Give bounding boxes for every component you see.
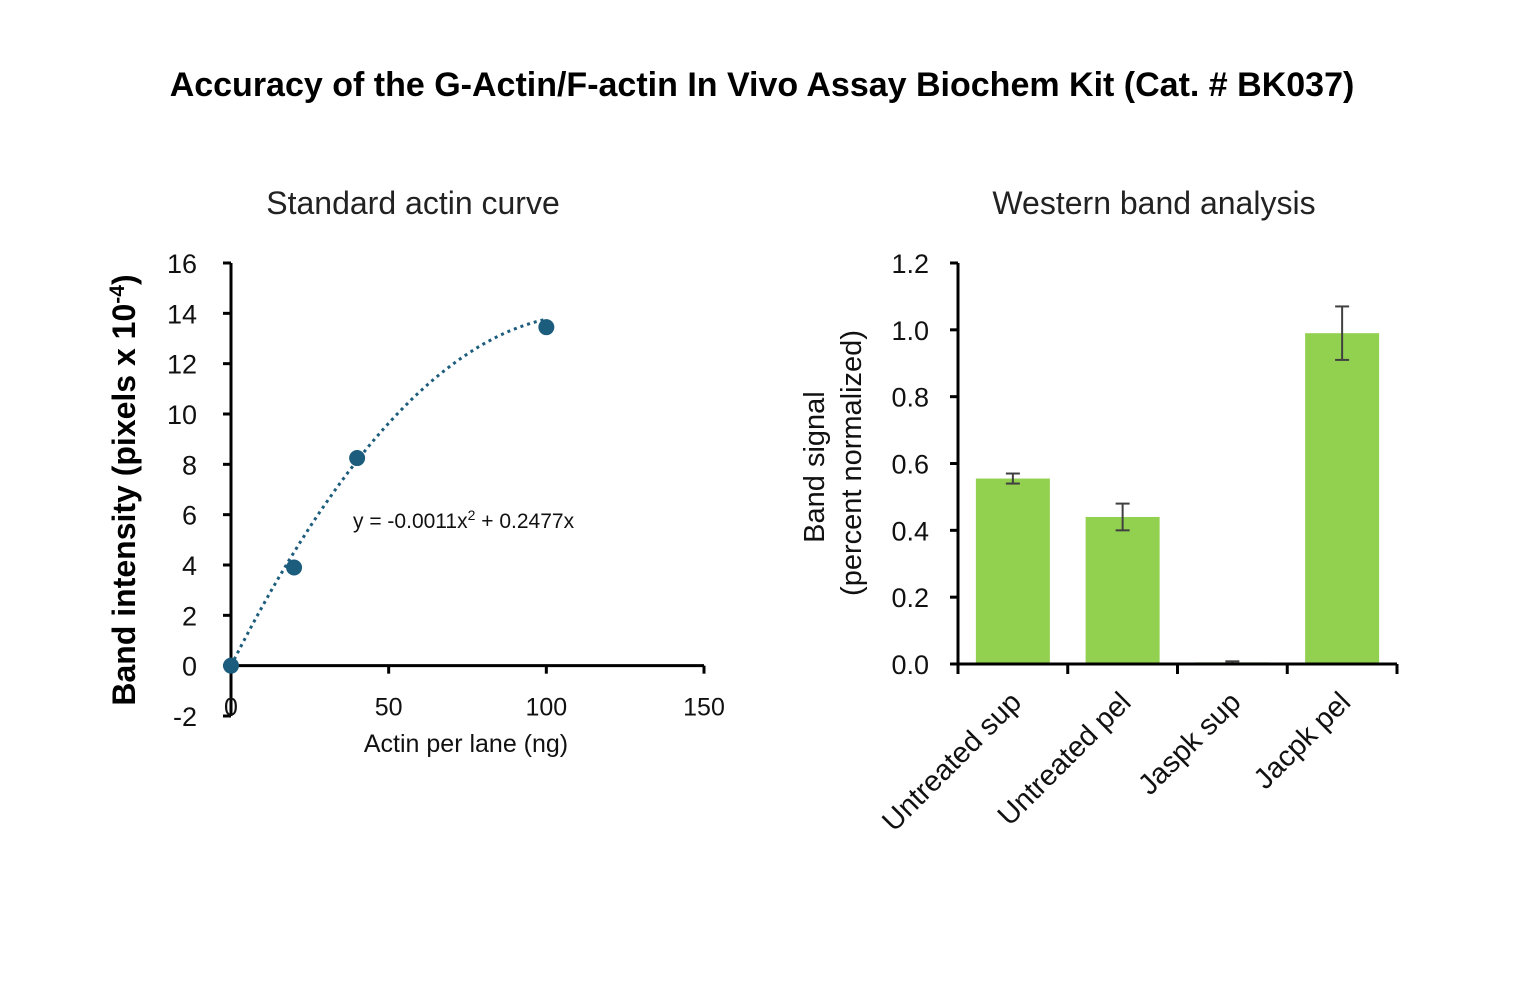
scatter-y-tick-label: -2 bbox=[173, 702, 197, 732]
bar-y-tick-label: 0.0 bbox=[891, 650, 929, 680]
scatter-y-tick-label: 0 bbox=[182, 652, 197, 682]
scatter-y-axis-label-main: Band intensity (pixels x 10 bbox=[106, 304, 142, 706]
scatter-y-tick-label: 4 bbox=[182, 551, 197, 581]
bar bbox=[1085, 516, 1160, 664]
scatter-y-tick-label: 8 bbox=[182, 450, 197, 480]
scatter-x-tick-label: 0 bbox=[224, 694, 238, 722]
bar-y-axis-label: Band signal (percent normalized) bbox=[799, 330, 868, 596]
bar-category-label: Jaspk sup bbox=[1132, 686, 1247, 801]
scatter-y-axis-label-sup: -4 bbox=[106, 285, 129, 304]
bar-title: Western band analysis bbox=[992, 185, 1315, 221]
trendline-equation-main: y = -0.0011x bbox=[353, 510, 468, 533]
scatter-y-tick-label: 10 bbox=[167, 400, 197, 430]
data-point bbox=[538, 319, 555, 336]
trendline bbox=[229, 317, 547, 667]
bar-y-tick-label: 0.8 bbox=[891, 383, 929, 413]
bar-y-axis-label-line2: (percent normalized) bbox=[836, 330, 868, 596]
scatter-title: Standard actin curve bbox=[266, 185, 560, 221]
scatter-y-tick-label: 6 bbox=[182, 501, 197, 531]
scatter-x-tick-label: 100 bbox=[525, 694, 567, 722]
bar-y-tick-label: 0.2 bbox=[891, 583, 929, 613]
figure-title: Accuracy of the G-Actin/F-actin In Vivo … bbox=[169, 66, 1355, 104]
scatter-y-axis-label-end: ) bbox=[106, 274, 142, 285]
bar-y-tick-label: 1.0 bbox=[891, 316, 929, 346]
scatter-x-tick-label: 50 bbox=[375, 694, 403, 722]
scatter-x-tick-label: 150 bbox=[683, 694, 725, 722]
scatter-chart: Standard actin curve Band intensity (pix… bbox=[106, 185, 725, 758]
trendline-equation-sup: 2 bbox=[468, 507, 476, 523]
bar-y-tick-label: 0.6 bbox=[891, 450, 929, 480]
scatter-y-tick-label: 14 bbox=[167, 299, 197, 329]
data-point bbox=[223, 657, 239, 674]
bar-y-tick-label: 0.4 bbox=[891, 516, 929, 546]
trendline-equation-end: + 0.2477x bbox=[475, 510, 574, 533]
bar-y-tick-label: 1.2 bbox=[891, 249, 929, 279]
scatter-y-tick-label: 16 bbox=[167, 249, 197, 279]
bar bbox=[975, 478, 1050, 664]
bar-category-label: Jacpk pel bbox=[1248, 686, 1357, 795]
scatter-y-tick-label: 12 bbox=[167, 350, 197, 380]
scatter-marks: -2 0 2 4 6 8 10 12 14 16 0 50 100 150 bbox=[167, 249, 725, 732]
trendline-equation: y = -0.0011x2 + 0.2477x bbox=[353, 507, 575, 533]
scatter-y-axis-label: Band intensity (pixels x 10-4) bbox=[106, 274, 143, 705]
bar-chart: Western band analysis Band signal (perce… bbox=[799, 185, 1399, 838]
data-point bbox=[349, 450, 366, 467]
bar bbox=[1305, 333, 1380, 664]
bar-y-axis-label-line1: Band signal bbox=[799, 391, 831, 543]
data-point bbox=[286, 559, 303, 576]
scatter-x-axis-label: Actin per lane (ng) bbox=[364, 730, 568, 758]
scatter-y-tick-label: 2 bbox=[182, 601, 197, 631]
